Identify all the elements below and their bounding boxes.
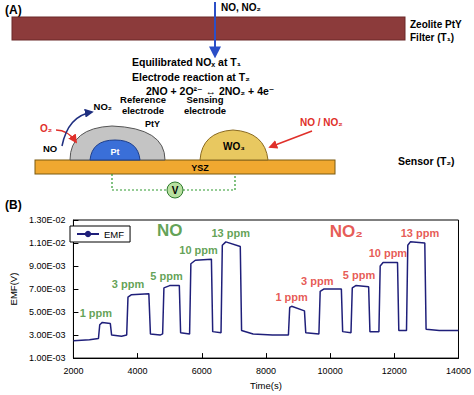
svg-text:Sensor (T₂): Sensor (T₂) [398, 155, 455, 167]
svg-text:NO: NO [157, 221, 183, 240]
svg-text:EMF: EMF [104, 229, 124, 240]
svg-text:13 ppm: 13 ppm [401, 227, 440, 239]
svg-text:WO₃: WO₃ [223, 141, 245, 152]
svg-text:2NO + 2O²⁻ ↔ 2NO₂ + 4e⁻: 2NO + 2O²⁻ ↔ 2NO₂ + 4e⁻ [146, 85, 275, 97]
svg-text:(A): (A) [5, 3, 22, 17]
svg-text:NO₂: NO₂ [94, 101, 112, 112]
svg-text:12000: 12000 [382, 366, 407, 376]
svg-text:1.00E-03: 1.00E-03 [29, 353, 66, 363]
svg-text:electrode: electrode [184, 105, 226, 116]
svg-text:Reference: Reference [120, 94, 166, 105]
svg-text:PtY: PtY [145, 119, 160, 129]
svg-text:Zeolite PtY: Zeolite PtY [410, 19, 462, 30]
svg-text:14000: 14000 [446, 366, 471, 376]
svg-text:6000: 6000 [192, 366, 212, 376]
svg-text:Time(s): Time(s) [250, 380, 282, 391]
svg-text:8000: 8000 [256, 366, 276, 376]
svg-text:V: V [172, 185, 179, 196]
svg-text:10 ppm: 10 ppm [369, 247, 408, 259]
svg-text:Filter (T₁): Filter (T₁) [410, 32, 454, 43]
svg-text:electrode: electrode [122, 105, 164, 116]
svg-text:1 ppm: 1 ppm [275, 291, 308, 303]
svg-text:Sensing: Sensing [187, 94, 224, 105]
svg-text:5 ppm: 5 ppm [150, 270, 183, 282]
svg-text:10000: 10000 [318, 366, 343, 376]
svg-text:3.00E-03: 3.00E-03 [29, 330, 66, 340]
svg-text:NO: NO [43, 143, 57, 154]
svg-text:NO, NO₂: NO, NO₂ [221, 2, 261, 13]
svg-text:3 ppm: 3 ppm [112, 278, 145, 290]
svg-text:10 ppm: 10 ppm [179, 244, 218, 256]
svg-text:5.00E-03: 5.00E-03 [29, 307, 66, 317]
svg-text:NO₂: NO₂ [330, 222, 363, 241]
svg-text:1 ppm: 1 ppm [80, 307, 113, 319]
html-text:(B): (B) [5, 198, 22, 212]
svg-text:Equilibrated NOₓ at T₁: Equilibrated NOₓ at T₁ [132, 56, 241, 68]
svg-text:Electrode reaction at T₂: Electrode reaction at T₂ [132, 71, 250, 83]
svg-text:7.00E-03: 7.00E-03 [29, 284, 66, 294]
svg-text:3 ppm: 3 ppm [301, 275, 334, 287]
svg-text:13 ppm: 13 ppm [211, 227, 250, 239]
svg-text:2000: 2000 [63, 366, 83, 376]
svg-text:9.00E-03: 9.00E-03 [29, 261, 66, 271]
svg-text:Pt: Pt [111, 147, 120, 157]
svg-text:YSZ: YSZ [191, 163, 209, 173]
svg-text:4000: 4000 [128, 366, 148, 376]
svg-text:EMF(V): EMF(V) [8, 273, 19, 306]
svg-text:1.10E-02: 1.10E-02 [29, 238, 66, 248]
svg-text:NO / NO₂: NO / NO₂ [300, 117, 343, 128]
svg-text:O₂: O₂ [40, 123, 52, 134]
svg-text:1.30E-02: 1.30E-02 [29, 215, 66, 225]
svg-text:5 ppm: 5 ppm [343, 269, 376, 281]
